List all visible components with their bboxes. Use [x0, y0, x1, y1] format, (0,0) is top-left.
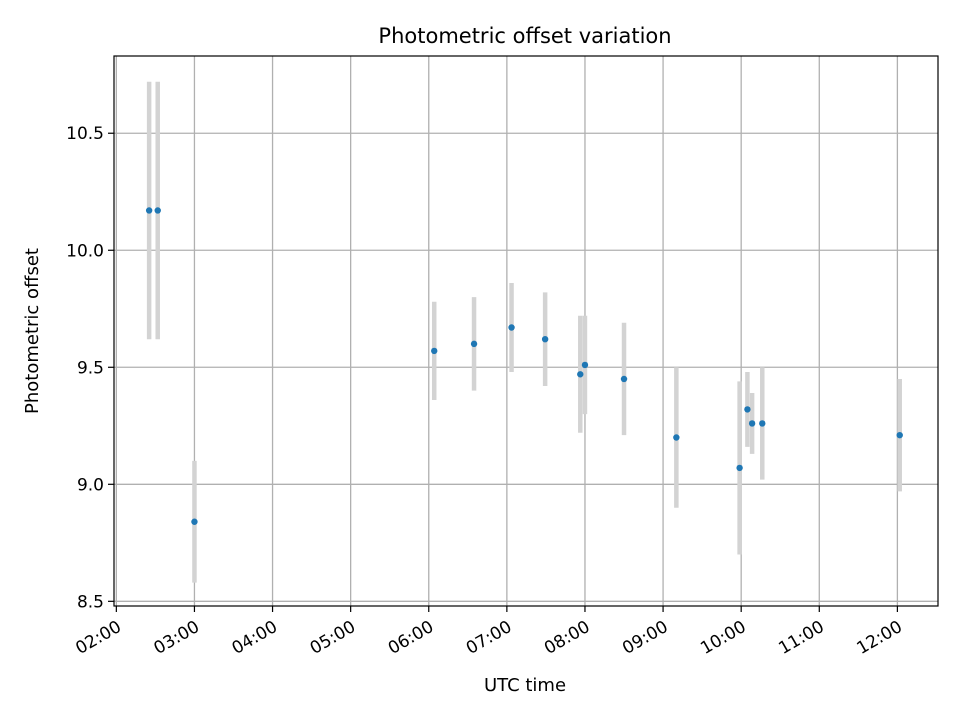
- data-point: [508, 324, 515, 331]
- data-point: [896, 431, 903, 439]
- y-tick-label: 8.5: [77, 592, 104, 612]
- data-point: [431, 347, 438, 355]
- y-axis-title: Photometric offset: [22, 248, 43, 414]
- data-point: [736, 464, 743, 472]
- data-point: [191, 518, 198, 525]
- y-tick-label: 9.5: [77, 358, 104, 378]
- data-point: [673, 434, 680, 441]
- data-points: [145, 207, 903, 525]
- data-point: [145, 207, 153, 214]
- data-point: [470, 340, 478, 348]
- data-point: [154, 207, 161, 214]
- data-point: [759, 420, 766, 427]
- data-point: [581, 361, 589, 369]
- data-point: [620, 375, 628, 383]
- data-point: [541, 335, 549, 343]
- data-point: [744, 406, 751, 413]
- x-axis-title: UTC time: [484, 675, 566, 696]
- plot-frame: [113, 55, 939, 607]
- grid: [114, 56, 938, 606]
- y-tick-label: 9.0: [77, 475, 104, 495]
- data-point: [577, 371, 584, 378]
- y-axis: 8.5 9.0 9.5 10.0 10.5: [66, 124, 114, 612]
- chart-title: Photometric offset variation: [378, 24, 671, 48]
- y-tick-label: 10.0: [66, 241, 104, 261]
- y-tick-label: 10.5: [66, 124, 104, 144]
- data-point: [748, 420, 756, 427]
